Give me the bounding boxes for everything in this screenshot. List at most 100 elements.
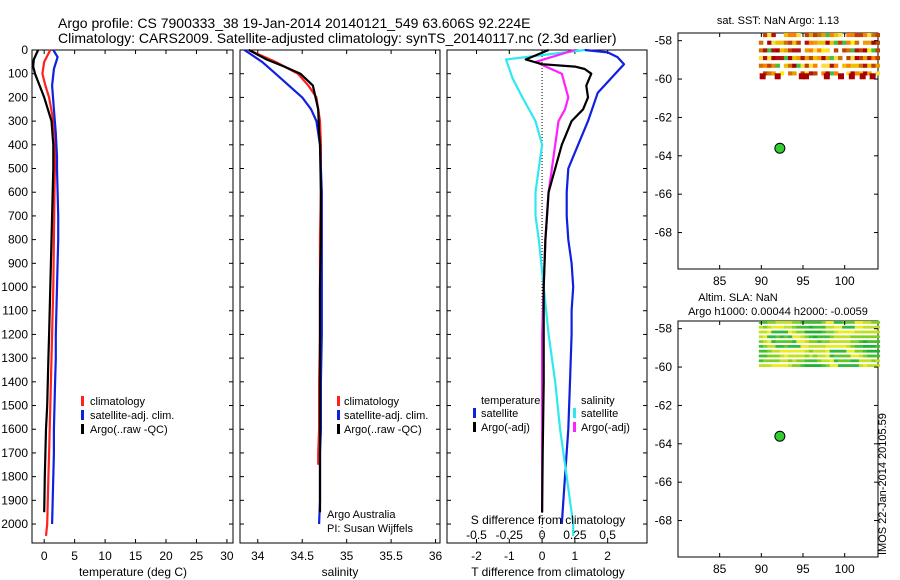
x-tick-label: 34.5 (291, 549, 315, 563)
sla-cell (796, 349, 801, 353)
sla-cell (808, 325, 814, 329)
sla-cell (788, 325, 793, 329)
sst-cell (813, 56, 818, 61)
sst-cell (821, 63, 826, 68)
salinity-note-line-2: PI: Susan Wijffels (327, 523, 413, 535)
sla-cell (829, 359, 835, 363)
sla-cell (842, 354, 847, 358)
sla-cell (767, 349, 772, 353)
sst-cell (846, 63, 851, 68)
sst-cell (803, 73, 809, 80)
sst-cell (823, 73, 830, 80)
sla-cell (763, 321, 768, 324)
sla-cell (804, 364, 810, 367)
sla-cell (808, 335, 814, 339)
sst-cell (821, 33, 826, 38)
sla-cell (783, 330, 789, 334)
sst-cell (800, 56, 805, 61)
imos-stamp: IMOS 22-Jan-2014 20105.59 (877, 413, 889, 555)
sla-cell (767, 321, 772, 324)
sst-cell (774, 73, 781, 80)
sla-cell (804, 330, 810, 334)
depth-tick-label: 500 (8, 162, 28, 176)
lon-tick-label: 95 (796, 274, 810, 288)
sst-cell (792, 56, 797, 61)
sla-cell (850, 340, 856, 343)
sla-cell (854, 344, 860, 348)
x-tick-label: 20 (159, 549, 173, 563)
sla-cell (842, 330, 847, 334)
sst-cell (813, 40, 818, 45)
diff-legend-swatch-t-satellite (473, 408, 476, 418)
sla-cell (792, 354, 797, 358)
sla-cell (854, 359, 860, 363)
sla-map-panel: Altim. SLA: NaN Argo h1000: 0.00044 h200… (655, 292, 881, 576)
sst-cell (858, 63, 864, 68)
sla-cell (871, 359, 876, 363)
sla-cell (775, 330, 781, 334)
sst-cell (838, 73, 844, 80)
sla-cell (842, 359, 847, 363)
sst-cell (758, 63, 764, 68)
diff-legend-s-argo: Argo(-adj) (581, 422, 630, 434)
sla-cell (833, 349, 839, 353)
sla-cell (850, 344, 856, 348)
sla-cell (825, 359, 831, 363)
x-tick-label: 25 (190, 549, 204, 563)
sla-cell (833, 364, 839, 367)
lon-tick-label: 90 (755, 562, 769, 576)
sla-cell (821, 349, 826, 353)
x-tick-label: 0 (539, 549, 546, 563)
depth-tick-label: 1100 (2, 304, 28, 318)
depth-tick-label: 700 (8, 209, 28, 223)
sla-cell (821, 325, 826, 329)
sst-cell (788, 56, 793, 61)
sla-cell (829, 349, 835, 353)
sla-cell (788, 349, 793, 353)
sst-cell (783, 33, 789, 38)
sla-cell (850, 364, 856, 367)
sla-cell (775, 335, 781, 339)
sla-cell (838, 321, 843, 324)
sst-cell (829, 63, 835, 68)
sla-cell (813, 340, 818, 343)
sla-cell (800, 364, 806, 367)
sla-cell (858, 321, 864, 324)
sst-cell (854, 40, 860, 45)
sst-cell (808, 63, 814, 68)
sla-cell (875, 325, 881, 329)
diff-legend-swatch-t-argo (473, 422, 476, 432)
sla-cell (863, 344, 868, 348)
sla-cell (767, 344, 772, 348)
sst-cell (833, 33, 839, 38)
sst-cell (779, 56, 785, 61)
sla-cell (808, 330, 814, 334)
sla-cell (763, 349, 768, 353)
temperature-legend: climatology satellite-adj. clim. Argo(..… (81, 396, 174, 436)
sla-cell (858, 325, 864, 329)
depth-tick-label: 1600 (1, 422, 28, 436)
sla-cell (783, 325, 789, 329)
sla-cell (838, 344, 843, 348)
sst-cell (871, 48, 876, 53)
lat-tick-label: -58 (655, 322, 673, 336)
sla-cell (788, 321, 793, 324)
sla-cell (833, 354, 839, 358)
sla-cell (767, 340, 772, 343)
sla-cell (833, 321, 839, 324)
sla-cell (833, 330, 839, 334)
sst-cell (850, 56, 855, 61)
difference-axes-frame (446, 49, 648, 544)
sla-cell (850, 359, 856, 363)
sla-cell (863, 354, 868, 358)
sst-cell (846, 56, 851, 61)
sst-cell (875, 71, 880, 76)
sst-cell (771, 40, 776, 45)
x-tick-label: 1 (572, 549, 579, 563)
sst-cell (858, 33, 864, 38)
sla-cell (800, 344, 806, 348)
depth-tick-label: 1300 (1, 351, 28, 365)
x-tick-label: 36 (429, 549, 443, 563)
depth-tick-label: 900 (8, 256, 28, 270)
temperature-satellite-line (50, 49, 60, 525)
